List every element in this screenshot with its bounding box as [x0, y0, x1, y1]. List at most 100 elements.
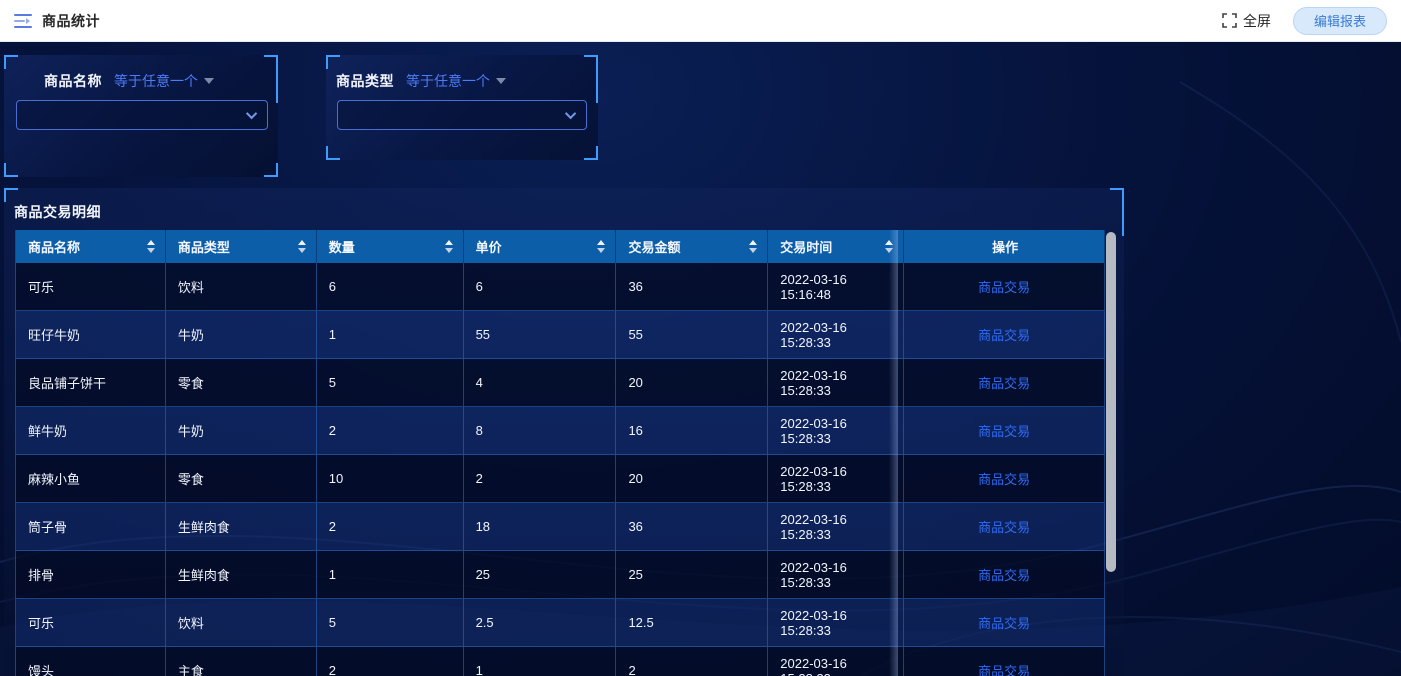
sort-desc-icon: [749, 248, 758, 253]
filter-label: 商品类型: [336, 73, 394, 89]
cell-amount: 20: [616, 455, 769, 503]
corner-bracket: [584, 55, 598, 103]
fullscreen-label: 全屏: [1242, 12, 1271, 29]
filter-operator-dropdown[interactable]: 等于任意一个: [406, 71, 506, 91]
sort-icon[interactable]: [297, 240, 306, 253]
topbar: 商品统计 全屏 编辑报表: [0, 0, 1401, 42]
cell-time: 2022-03-16 15:28:33: [768, 503, 905, 551]
column-header-label: 交易金额: [628, 240, 681, 255]
table-row: 麻辣小鱼 零食 10 2 20 2022-03-16 15:28:33 商品交易: [16, 455, 1105, 503]
corner-bracket: [264, 163, 278, 177]
table-scrollbar[interactable]: [1106, 230, 1116, 676]
corner-bracket: [1110, 188, 1124, 236]
transaction-detail-panel: 商品交易明细 商品名称 商品类型 数量 单价 交易金额: [4, 188, 1124, 676]
cell-product-type: 主食: [166, 647, 317, 676]
cell-time: 2022-03-16 15:28:33: [768, 407, 905, 455]
product-type-select[interactable]: [337, 100, 587, 130]
column-header[interactable]: 操作: [904, 230, 1105, 263]
column-header[interactable]: 交易金额: [616, 230, 769, 263]
cell-unit-price: 4: [463, 359, 617, 407]
cell-action: 商品交易: [904, 407, 1105, 455]
sort-asc-icon: [749, 240, 758, 245]
sort-asc-icon: [444, 240, 453, 245]
action-link[interactable]: 商品交易: [978, 520, 1031, 535]
topbar-left: 商品统计: [14, 11, 100, 31]
column-header[interactable]: 商品类型: [166, 230, 317, 263]
topbar-right: 全屏 编辑报表: [1222, 6, 1387, 35]
table-row: 馒头 主食 2 1 2 2022-03-16 15:28:33 商品交易: [16, 647, 1105, 676]
sort-desc-icon: [444, 248, 453, 253]
cell-quantity: 5: [316, 599, 464, 647]
action-link[interactable]: 商品交易: [978, 472, 1031, 487]
cell-action: 商品交易: [904, 647, 1105, 676]
transaction-table: 商品名称 商品类型 数量 单价 交易金额 交易时间: [15, 230, 1105, 676]
dashboard-area: 商品名称 等于任意一个 商品类型 等于任意一个: [0, 42, 1401, 676]
menu-toggle-icon[interactable]: [14, 13, 32, 28]
corner-bracket: [4, 188, 18, 202]
column-header[interactable]: 单价: [464, 230, 617, 263]
cell-product-type: 生鲜肉食: [165, 503, 317, 551]
column-header[interactable]: 交易时间: [768, 230, 905, 263]
sort-icon[interactable]: [885, 240, 894, 253]
cell-quantity: 2: [317, 647, 464, 676]
cell-product-name: 旺仔牛奶: [16, 311, 166, 359]
cell-amount: 25: [616, 551, 769, 599]
sort-desc-icon: [297, 248, 306, 253]
cell-product-name: 排骨: [16, 551, 166, 599]
corner-bracket: [326, 55, 340, 69]
action-link[interactable]: 商品交易: [978, 664, 1031, 676]
sort-icon[interactable]: [749, 240, 758, 253]
table-header-row: 商品名称 商品类型 数量 单价 交易金额 交易时间: [16, 230, 1105, 263]
cell-product-type: 饮料: [165, 599, 317, 647]
cell-quantity: 2: [316, 503, 464, 551]
product-name-select[interactable]: [16, 100, 268, 130]
cell-time: 2022-03-16 15:16:48: [768, 263, 905, 311]
fullscreen-button[interactable]: 全屏: [1222, 11, 1271, 31]
action-link[interactable]: 商品交易: [978, 568, 1031, 583]
chevron-down-icon: [245, 107, 258, 120]
action-link[interactable]: 商品交易: [978, 280, 1031, 295]
column-header-label: 商品名称: [28, 240, 81, 255]
sort-icon[interactable]: [146, 240, 155, 253]
cell-amount: 55: [616, 311, 769, 359]
action-link[interactable]: 商品交易: [978, 376, 1031, 391]
sort-icon[interactable]: [444, 240, 453, 253]
action-link[interactable]: 商品交易: [978, 616, 1031, 631]
cell-quantity: 6: [316, 263, 464, 311]
cell-product-name: 良品铺子饼干: [16, 359, 166, 407]
filter-label: 商品名称: [44, 73, 102, 89]
cell-time: 2022-03-16 15:28:33: [768, 551, 905, 599]
cell-time: 2022-03-16 15:28:33: [768, 455, 905, 503]
cell-action: 商品交易: [904, 455, 1105, 503]
table-row: 筒子骨 生鲜肉食 2 18 36 2022-03-16 15:28:33 商品交…: [16, 503, 1105, 551]
cell-amount: 36: [616, 503, 769, 551]
corner-bracket: [326, 146, 340, 160]
action-link[interactable]: 商品交易: [978, 424, 1031, 439]
cell-action: 商品交易: [904, 503, 1105, 551]
edit-report-button[interactable]: 编辑报表: [1292, 6, 1387, 35]
cell-product-name: 可乐: [16, 599, 166, 647]
sort-icon[interactable]: [597, 240, 606, 253]
corner-bracket: [4, 163, 18, 177]
cell-product-type: 饮料: [165, 263, 317, 311]
table-row: 可乐 饮料 6 6 36 2022-03-16 15:16:48 商品交易: [16, 263, 1105, 311]
column-header[interactable]: 数量: [317, 230, 464, 263]
table-body: 可乐 饮料 6 6 36 2022-03-16 15:16:48 商品交易 旺仔…: [16, 263, 1105, 676]
cell-quantity: 2: [316, 407, 464, 455]
table-row: 旺仔牛奶 牛奶 1 55 55 2022-03-16 15:28:33 商品交易: [16, 311, 1105, 359]
action-link[interactable]: 商品交易: [978, 328, 1031, 343]
filter-card-product-name: 商品名称 等于任意一个: [4, 55, 278, 177]
cell-unit-price: 18: [463, 503, 617, 551]
column-header-label: 交易时间: [780, 240, 833, 255]
filter-operator-dropdown[interactable]: 等于任意一个: [114, 71, 214, 91]
table-row: 排骨 生鲜肉食 1 25 25 2022-03-16 15:28:33 商品交易: [16, 551, 1105, 599]
table-scrollbar-thumb[interactable]: [1106, 232, 1116, 572]
cell-quantity: 10: [316, 455, 464, 503]
table-row: 可乐 饮料 5 2.5 12.5 2022-03-16 15:28:33 商品交…: [16, 599, 1105, 647]
column-header[interactable]: 商品名称: [16, 230, 166, 263]
cell-amount: 12.5: [616, 599, 769, 647]
corner-bracket: [584, 146, 598, 160]
cell-product-name: 筒子骨: [16, 503, 166, 551]
cell-action: 商品交易: [904, 311, 1105, 359]
